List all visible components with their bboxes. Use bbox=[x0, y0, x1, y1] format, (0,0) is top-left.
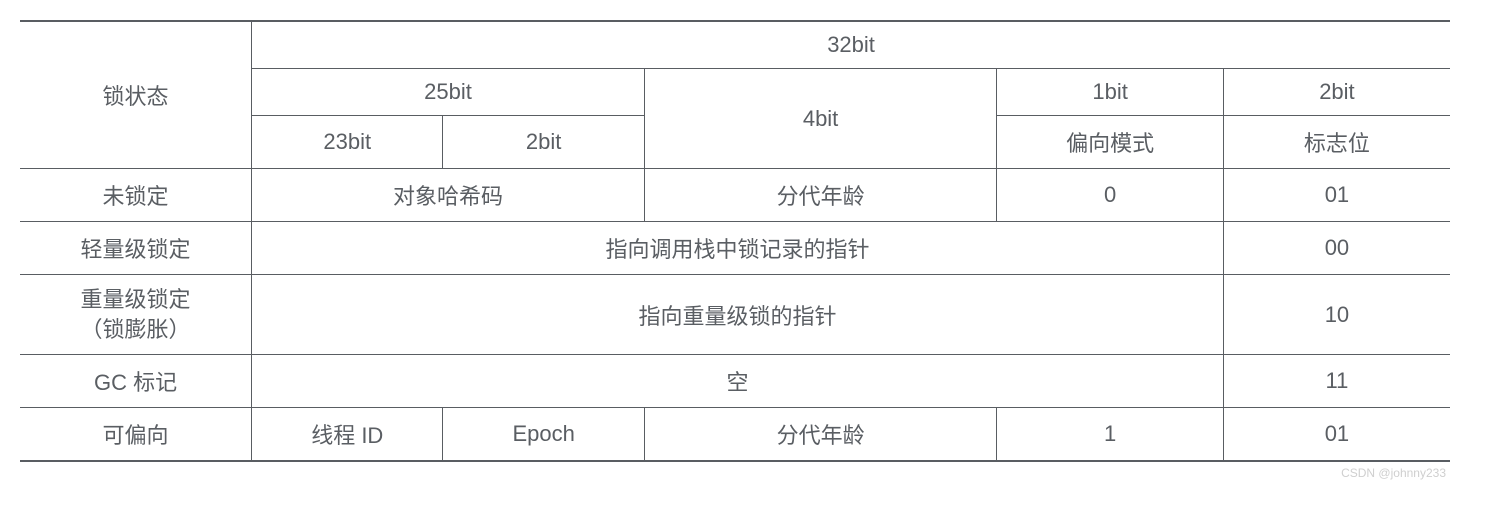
cell-ptr: 指向重量级锁的指针 bbox=[252, 275, 1224, 355]
cell-flag: 01 bbox=[1223, 169, 1450, 222]
cell-label: 重量级锁定 （锁膨胀） bbox=[20, 275, 252, 355]
cell-label: 轻量级锁定 bbox=[20, 222, 252, 275]
cell-flag: 11 bbox=[1223, 355, 1450, 408]
lock-state-table: 锁状态 32bit 25bit 4bit 1bit 2bit 23bit 2bi… bbox=[20, 20, 1450, 462]
cell-bias: 0 bbox=[997, 169, 1224, 222]
cell-hash: 对象哈希码 bbox=[252, 169, 645, 222]
cell-ptr: 指向调用栈中锁记录的指针 bbox=[252, 222, 1224, 275]
cell-age: 分代年龄 bbox=[644, 169, 996, 222]
cell-label: 可偏向 bbox=[20, 408, 252, 462]
row-biasable: 可偏向 线程 ID Epoch 分代年龄 1 01 bbox=[20, 408, 1450, 462]
header-2bit-sub: 2bit bbox=[443, 116, 644, 169]
header-4bit: 4bit bbox=[644, 69, 996, 169]
row-gc: GC 标记 空 11 bbox=[20, 355, 1450, 408]
header-flag: 标志位 bbox=[1223, 116, 1450, 169]
cell-label: GC 标记 bbox=[20, 355, 252, 408]
header-1bit: 1bit bbox=[997, 69, 1224, 116]
header-row-1: 锁状态 32bit bbox=[20, 21, 1450, 69]
header-23bit: 23bit bbox=[252, 116, 443, 169]
row-unlocked: 未锁定 对象哈希码 分代年龄 0 01 bbox=[20, 169, 1450, 222]
cell-label-line2: （锁膨胀） bbox=[81, 317, 191, 342]
cell-label-line1: 重量级锁定 bbox=[81, 287, 191, 312]
cell-epoch: Epoch bbox=[443, 408, 644, 462]
cell-flag: 01 bbox=[1223, 408, 1450, 462]
watermark: CSDN @johnny233 bbox=[20, 466, 1450, 480]
row-heavyweight: 重量级锁定 （锁膨胀） 指向重量级锁的指针 10 bbox=[20, 275, 1450, 355]
cell-age: 分代年龄 bbox=[644, 408, 996, 462]
cell-bias: 1 bbox=[997, 408, 1224, 462]
row-lightweight: 轻量级锁定 指向调用栈中锁记录的指针 00 bbox=[20, 222, 1450, 275]
header-32bit: 32bit bbox=[252, 21, 1450, 69]
cell-empty: 空 bbox=[252, 355, 1224, 408]
header-lock-state: 锁状态 bbox=[20, 21, 252, 169]
header-2bit: 2bit bbox=[1223, 69, 1450, 116]
header-25bit: 25bit bbox=[252, 69, 645, 116]
header-bias-mode: 偏向模式 bbox=[997, 116, 1224, 169]
cell-thread: 线程 ID bbox=[252, 408, 443, 462]
cell-label: 未锁定 bbox=[20, 169, 252, 222]
cell-flag: 00 bbox=[1223, 222, 1450, 275]
cell-flag: 10 bbox=[1223, 275, 1450, 355]
